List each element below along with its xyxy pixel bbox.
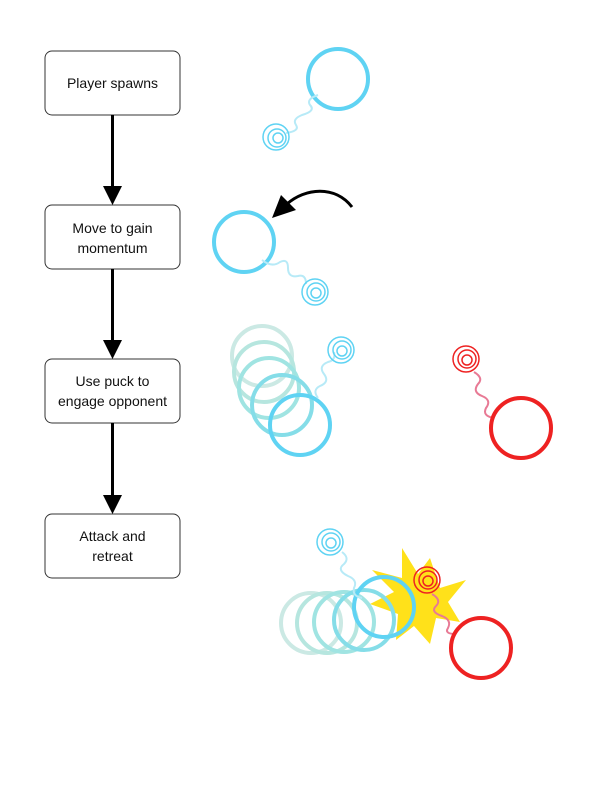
- step-3-label-line2: engage opponent: [58, 393, 167, 409]
- opponent-tether: [431, 593, 457, 635]
- opponent-puck: [452, 345, 480, 373]
- step-3-label-line1: Use puck to: [76, 373, 150, 389]
- player-puck: [262, 123, 290, 151]
- step-box-attack-and-retreat: Attack and retreat: [44, 513, 181, 579]
- step-1-label: Player spawns: [67, 75, 158, 91]
- player-tether: [314, 351, 336, 399]
- opponent-tether: [473, 371, 495, 419]
- impact-burst-icon: [370, 548, 466, 644]
- step-4-label-line1: Attack and: [79, 528, 145, 544]
- player-puck: [301, 278, 329, 306]
- player-ring: [268, 393, 332, 457]
- player-ring: [306, 47, 370, 111]
- player-tether: [285, 94, 319, 134]
- opponent-puck: [413, 566, 441, 594]
- player-motion-trail: [279, 588, 396, 655]
- rotation-arrow-icon: [286, 189, 354, 208]
- step-2-label-line1: Move to gain: [72, 220, 152, 236]
- illustration-player-spawns: [262, 47, 370, 151]
- player-tether: [261, 259, 307, 285]
- player-puck: [327, 336, 355, 364]
- illustration-move-momentum: [212, 189, 354, 306]
- step-box-move-to-gain-momentum: Move to gain momentum: [44, 204, 181, 270]
- flow-arrow-1: [103, 115, 122, 205]
- illustration-attack-retreat: [279, 528, 513, 680]
- illustration-engage-opponent: [230, 324, 553, 460]
- player-motion-trail: [230, 324, 314, 437]
- opponent-ring: [449, 616, 513, 680]
- player-ring: [352, 575, 416, 639]
- player-tether: [339, 551, 363, 599]
- step-box-use-puck-to-engage-opponent: Use puck to engage opponent: [44, 358, 181, 424]
- step-2-label-line2: momentum: [77, 240, 147, 256]
- opponent-ring: [489, 396, 553, 460]
- player-puck: [316, 528, 344, 556]
- flow-arrow-3: [103, 423, 122, 514]
- player-ring: [212, 210, 276, 274]
- step-box-player-spawns: Player spawns: [44, 50, 181, 116]
- step-4-label-line2: retreat: [92, 548, 133, 564]
- flow-arrow-2: [103, 269, 122, 359]
